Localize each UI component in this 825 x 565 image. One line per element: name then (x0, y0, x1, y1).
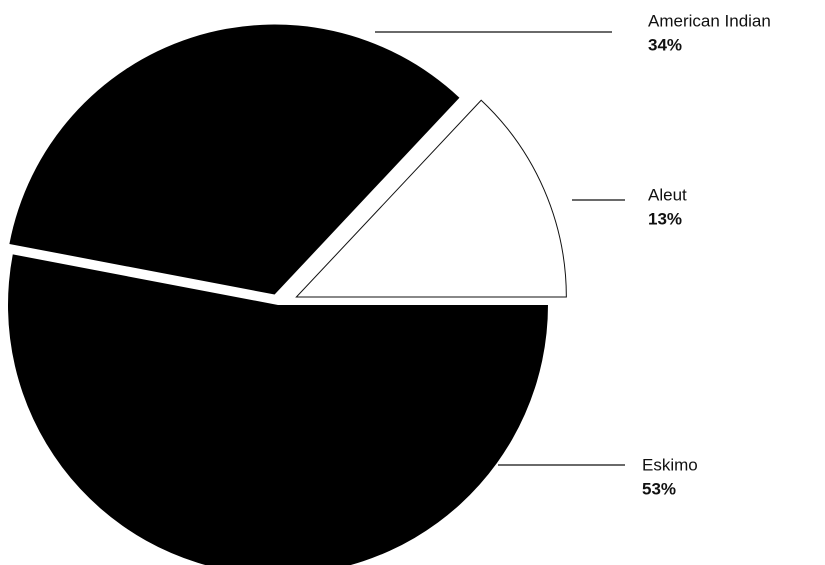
slice-value-label: 53% (642, 479, 676, 498)
slice-label: American Indian (648, 11, 771, 30)
pie-slice (295, 99, 567, 298)
pie-slice (8, 254, 548, 565)
pie-slice (9, 24, 460, 295)
slice-value-label: 34% (648, 35, 682, 54)
slice-label: Eskimo (642, 455, 698, 474)
slice-value-label: 13% (648, 209, 682, 228)
slice-label: Aleut (648, 185, 687, 204)
